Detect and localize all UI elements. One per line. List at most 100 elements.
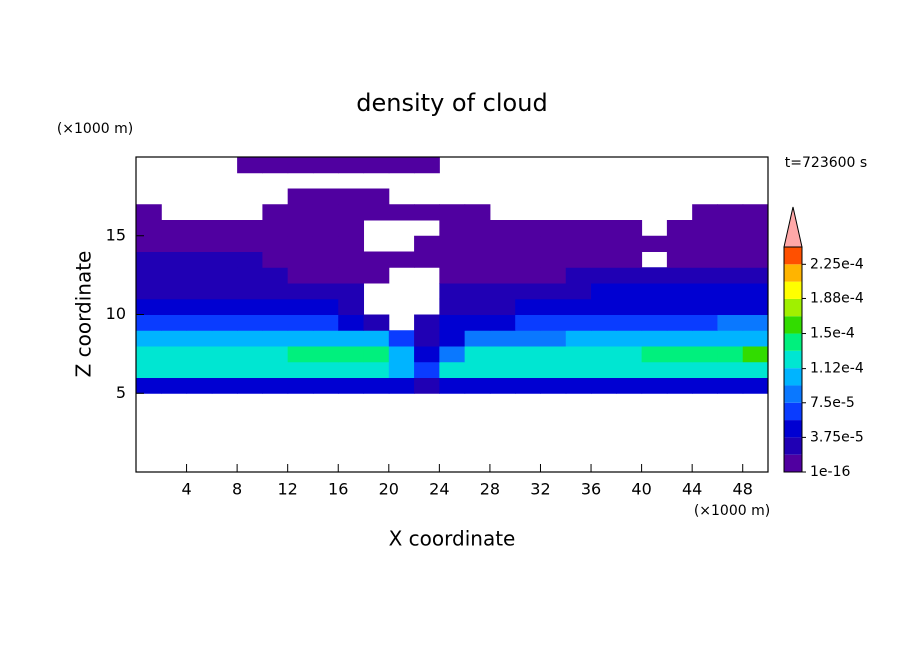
contour-cell xyxy=(262,346,289,363)
contour-cell xyxy=(136,377,162,394)
y-unit: (×1000 m) xyxy=(57,121,133,137)
contour-cell xyxy=(211,361,238,378)
contour-cell xyxy=(540,330,567,347)
contour-cell xyxy=(616,267,643,284)
contour-cell xyxy=(464,377,491,394)
y-axis-label: Z coordinate xyxy=(72,251,96,378)
contour-cell xyxy=(287,283,314,300)
contour-cell xyxy=(287,330,314,347)
contour-cell xyxy=(489,314,516,331)
contour-cell xyxy=(211,251,238,268)
contour-cell xyxy=(414,330,440,347)
colorbar-tick-label: 1.12e-4 xyxy=(810,361,864,377)
contour-cell xyxy=(591,298,617,315)
colorbar-tick-label: 1.88e-4 xyxy=(810,290,864,306)
contour-cell xyxy=(287,267,314,284)
contour-cell xyxy=(237,283,263,300)
contour-cell xyxy=(439,330,466,347)
contour-cell xyxy=(312,267,339,284)
contour-cell xyxy=(186,361,213,378)
contour-cell xyxy=(237,314,263,331)
contour-cell xyxy=(136,314,162,331)
contour-cell xyxy=(237,235,263,252)
contour-cell xyxy=(312,251,339,268)
contour-cell xyxy=(591,283,617,300)
contour-cell xyxy=(439,298,466,315)
contour-cell xyxy=(287,377,314,394)
contour-cell xyxy=(363,377,390,394)
contour-cell xyxy=(388,346,415,363)
contour-cell xyxy=(565,346,592,363)
contour-cell xyxy=(515,377,541,394)
contour-cell xyxy=(388,377,415,394)
contour-cell xyxy=(161,361,188,378)
contour-cell xyxy=(287,157,314,174)
contour-cell xyxy=(136,204,162,221)
colorbar-band xyxy=(784,264,802,282)
contour-cell xyxy=(515,220,541,237)
contour-cell xyxy=(136,346,162,363)
contour-cell xyxy=(742,377,769,394)
contour-cell xyxy=(666,377,693,394)
contour-cell xyxy=(464,283,491,300)
contour-cell xyxy=(692,251,718,268)
contour-cell xyxy=(641,267,668,284)
contour-cell xyxy=(565,330,592,347)
contour-cell xyxy=(161,235,188,252)
contour-cell xyxy=(136,361,162,378)
contour-cell xyxy=(692,377,718,394)
contour-cell xyxy=(717,220,744,237)
contour-cell xyxy=(540,251,567,268)
x-tick-label: 44 xyxy=(682,480,702,499)
contour-cell xyxy=(540,235,567,252)
contour-cell xyxy=(515,267,541,284)
contour-cell xyxy=(338,220,365,237)
contour-cell xyxy=(287,314,314,331)
contour-cell xyxy=(161,251,188,268)
contour-cell xyxy=(338,298,365,315)
contour-cell xyxy=(489,346,516,363)
contour-cell xyxy=(338,235,365,252)
contour-cell xyxy=(692,220,718,237)
contour-cell xyxy=(464,204,491,221)
contour-cell xyxy=(312,298,339,315)
contour-cell xyxy=(136,235,162,252)
colorbar-band xyxy=(784,281,802,299)
contour-cell xyxy=(717,204,744,221)
contour-cell xyxy=(338,377,365,394)
contour-cell xyxy=(211,267,238,284)
contour-cell xyxy=(666,361,693,378)
contour-cell xyxy=(565,267,592,284)
colorbar-band xyxy=(784,368,802,386)
contour-cell xyxy=(464,220,491,237)
contour-cell xyxy=(565,251,592,268)
contour-cell xyxy=(287,204,314,221)
colorbar-tick-label: 1.5e-4 xyxy=(810,326,855,342)
x-tick-label: 16 xyxy=(328,480,348,499)
x-unit: (×1000 m) xyxy=(694,503,770,519)
contour-cell xyxy=(186,330,213,347)
contour-cell xyxy=(237,361,263,378)
colorbar-band xyxy=(784,350,802,369)
contour-cell xyxy=(489,220,516,237)
contour-cell xyxy=(515,298,541,315)
colorbar-band xyxy=(784,454,802,472)
contour-cell xyxy=(692,346,718,363)
y-tick-label: 5 xyxy=(116,383,126,402)
contour-cell xyxy=(262,235,289,252)
contour-cell xyxy=(262,298,289,315)
contour-cell xyxy=(414,204,440,221)
contour-cell xyxy=(439,267,466,284)
contour-cell xyxy=(439,251,466,268)
contour-cell xyxy=(287,235,314,252)
contour-cell xyxy=(287,251,314,268)
colorbar-extend xyxy=(783,206,803,248)
colorbar-tick-label: 3.75e-5 xyxy=(810,429,864,445)
contour-cell xyxy=(666,346,693,363)
contour-cell xyxy=(591,330,617,347)
contour-cell xyxy=(161,283,188,300)
contour-cell xyxy=(464,235,491,252)
contour-cell xyxy=(717,251,744,268)
x-tick-label: 28 xyxy=(480,480,500,499)
contour-cell xyxy=(211,330,238,347)
